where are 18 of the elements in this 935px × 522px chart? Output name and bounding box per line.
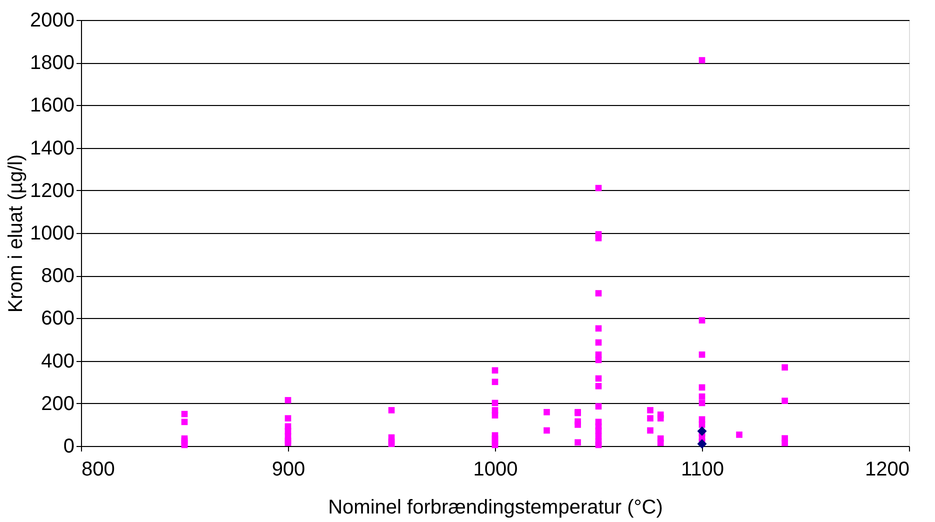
y-tick-label: 600 xyxy=(41,308,74,330)
x-tick-label: 800 xyxy=(82,458,115,480)
y-tick-label: 1400 xyxy=(30,137,74,160)
y-tick-label: 1800 xyxy=(30,52,74,74)
y-tick-label: 2000 xyxy=(30,10,74,32)
x-tick-label: 1000 xyxy=(473,458,518,480)
x-tick-label: 900 xyxy=(272,458,306,480)
y-tick-label: 1600 xyxy=(30,94,74,117)
y-tick-label: 1200 xyxy=(30,180,74,202)
y-axis-title: Krom i eluat (µg/l) xyxy=(5,154,28,313)
y-tick-label: 400 xyxy=(41,350,74,372)
y-tick-label: 800 xyxy=(41,265,74,288)
y-tick-label: 1000 xyxy=(30,222,74,244)
x-tick-label: 1100 xyxy=(680,458,724,480)
x-axis-title: Nominel forbrændingstemperatur (°C) xyxy=(328,496,663,518)
y-tick-label: 200 xyxy=(41,392,74,415)
y-tick-label: 0 xyxy=(63,436,74,458)
x-tick-label: 1200 xyxy=(865,458,910,480)
